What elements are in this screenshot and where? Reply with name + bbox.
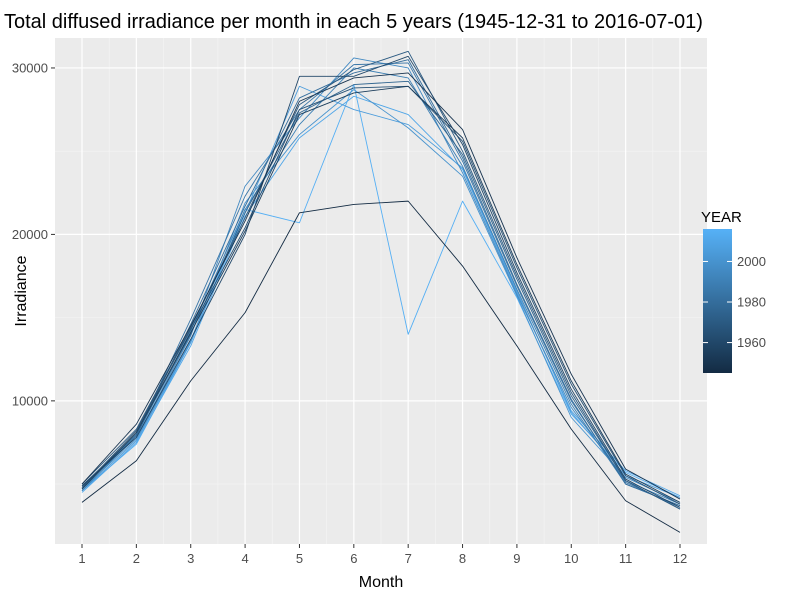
x-tick-label: 10 (564, 551, 578, 566)
x-tick-label: 9 (513, 551, 520, 566)
x-tick-label: 2 (133, 551, 140, 566)
series-line-1945 (81, 200, 681, 533)
y-axis: 10000 20000 30000 (12, 60, 55, 408)
legend-colorbar (703, 229, 732, 373)
series-line-1965 (81, 85, 681, 505)
x-tick-label: 1 (78, 551, 85, 566)
x-tick-label: 12 (673, 551, 687, 566)
legend-ticks: 1960 1980 2000 (703, 254, 766, 350)
series-line-2000 (81, 89, 681, 503)
x-axis-title: Month (359, 574, 403, 591)
legend-title: YEAR (701, 209, 742, 226)
x-tick-label: 7 (405, 551, 412, 566)
legend-break-label: 2000 (737, 254, 766, 269)
series-line-2010 (81, 95, 681, 497)
series-line-1970 (81, 50, 681, 510)
series-line-1960 (81, 55, 681, 508)
x-tick-label: 11 (619, 551, 633, 566)
y-tick-label: 30000 (12, 60, 48, 75)
x-tick-label: 8 (459, 551, 466, 566)
legend-break-label: 1980 (737, 295, 766, 310)
series-line-1955 (81, 85, 681, 503)
x-tick-label: 5 (296, 551, 303, 566)
chart-title: Total diffused irradiance per month in e… (4, 11, 703, 33)
x-tick-label: 4 (241, 551, 248, 566)
series-lines (81, 50, 681, 533)
x-tick-label: 6 (350, 551, 357, 566)
series-line-1985 (81, 62, 681, 508)
legend: YEAR 1960 1980 2000 (701, 209, 766, 373)
series-line-1995 (81, 57, 681, 505)
series-line-1950 (81, 72, 681, 500)
y-tick-label: 20000 (12, 227, 48, 242)
grid-lines (55, 38, 707, 544)
x-tick-label: 3 (187, 551, 194, 566)
y-axis-title: Irradiance (13, 255, 30, 326)
legend-break-label: 1960 (737, 335, 766, 350)
series-line-1975 (81, 80, 681, 510)
series-line-2005 (81, 85, 681, 498)
y-tick-label: 10000 (12, 393, 48, 408)
x-axis: 1 2 3 4 5 6 7 8 9 10 11 12 (78, 544, 687, 566)
